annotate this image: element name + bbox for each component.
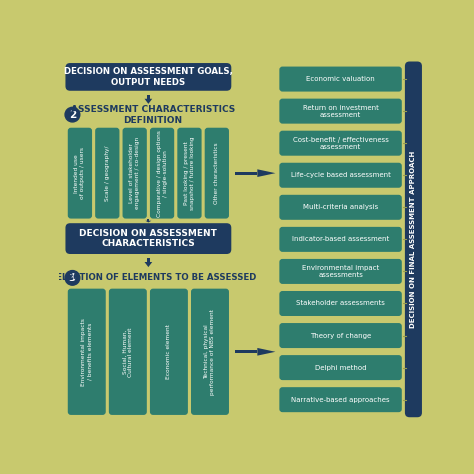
Text: Environmental impacts
/ benefits elements: Environmental impacts / benefits element… [81, 318, 92, 386]
Text: Intended use
of outputs / users: Intended use of outputs / users [74, 147, 85, 199]
FancyBboxPatch shape [279, 387, 402, 412]
FancyBboxPatch shape [95, 128, 119, 219]
Text: 2: 2 [69, 109, 76, 119]
FancyBboxPatch shape [279, 227, 402, 252]
Text: DECISION ON ASSESSMENT
CHARACTERISTICS: DECISION ON ASSESSMENT CHARACTERISTICS [80, 229, 217, 248]
Circle shape [65, 271, 80, 285]
FancyBboxPatch shape [63, 60, 235, 94]
Text: Scale / geography/: Scale / geography/ [105, 146, 110, 201]
FancyBboxPatch shape [63, 268, 235, 419]
Text: Delphi method: Delphi method [315, 365, 366, 371]
FancyBboxPatch shape [405, 62, 422, 417]
FancyBboxPatch shape [279, 163, 402, 188]
FancyBboxPatch shape [276, 60, 423, 419]
FancyBboxPatch shape [65, 223, 231, 254]
FancyBboxPatch shape [109, 289, 147, 415]
FancyBboxPatch shape [147, 219, 149, 221]
FancyBboxPatch shape [235, 172, 257, 175]
FancyBboxPatch shape [279, 99, 402, 124]
Text: Economic valuation: Economic valuation [306, 76, 375, 82]
Text: Narrative-based approaches: Narrative-based approaches [291, 397, 390, 403]
Text: ASSESSMENT CHARACTERISTICS
DEFINITION: ASSESSMENT CHARACTERISTICS DEFINITION [71, 105, 235, 125]
Polygon shape [145, 99, 152, 104]
Text: Cost-benefit / effectiveness
assessment: Cost-benefit / effectiveness assessment [292, 137, 389, 150]
FancyBboxPatch shape [68, 128, 92, 219]
FancyBboxPatch shape [147, 258, 150, 262]
Text: Economic element: Economic element [166, 324, 172, 379]
Text: Theory of change: Theory of change [310, 333, 371, 338]
Text: Environmental impact
assessments: Environmental impact assessments [302, 265, 379, 278]
Text: Return on investment
assessment: Return on investment assessment [302, 104, 379, 118]
Polygon shape [145, 262, 152, 267]
FancyBboxPatch shape [150, 128, 174, 219]
Text: Technical, physical
performance of NBS element: Technical, physical performance of NBS e… [204, 309, 216, 395]
FancyBboxPatch shape [279, 195, 402, 220]
Text: Past looking / present
snapshot / future looking: Past looking / present snapshot / future… [184, 137, 195, 210]
FancyBboxPatch shape [279, 131, 402, 155]
Text: SELECTION OF ELEMENTS TO BE ASSESSED: SELECTION OF ELEMENTS TO BE ASSESSED [50, 273, 256, 282]
FancyBboxPatch shape [123, 128, 147, 219]
Text: Life-cycle based assessment: Life-cycle based assessment [291, 172, 391, 178]
Text: DECISION ON FINAL ASSESSMENT APPROACH: DECISION ON FINAL ASSESSMENT APPROACH [410, 151, 417, 328]
FancyBboxPatch shape [147, 95, 150, 99]
Circle shape [65, 107, 80, 122]
FancyBboxPatch shape [177, 128, 201, 219]
FancyBboxPatch shape [279, 66, 402, 91]
Text: 3: 3 [69, 273, 76, 283]
FancyBboxPatch shape [279, 291, 402, 316]
FancyBboxPatch shape [279, 323, 402, 348]
FancyBboxPatch shape [191, 289, 229, 415]
Text: DECISION ON ASSESSMENT GOALS,
OUTPUT NEEDS: DECISION ON ASSESSMENT GOALS, OUTPUT NEE… [64, 67, 233, 87]
FancyBboxPatch shape [279, 355, 402, 380]
Text: Level of stakeholder
engagement / co-design: Level of stakeholder engagement / co-des… [129, 137, 140, 209]
FancyBboxPatch shape [279, 259, 402, 284]
Text: Multi-criteria analysis: Multi-criteria analysis [303, 204, 378, 210]
Text: Stakeholder assessments: Stakeholder assessments [296, 301, 385, 307]
Polygon shape [257, 348, 275, 356]
Text: Other characteristics: Other characteristics [214, 142, 219, 204]
FancyBboxPatch shape [235, 350, 257, 353]
Text: Comparative / design options
/ single-solution: Comparative / design options / single-so… [156, 130, 168, 217]
FancyBboxPatch shape [65, 63, 231, 91]
FancyBboxPatch shape [150, 289, 188, 415]
Polygon shape [145, 221, 152, 222]
FancyBboxPatch shape [68, 289, 106, 415]
Text: Indicator-based assessment: Indicator-based assessment [292, 237, 389, 242]
Polygon shape [257, 169, 275, 177]
FancyBboxPatch shape [205, 128, 229, 219]
FancyBboxPatch shape [63, 105, 235, 257]
Text: Social, Human,
Cultural element: Social, Human, Cultural element [122, 327, 133, 376]
